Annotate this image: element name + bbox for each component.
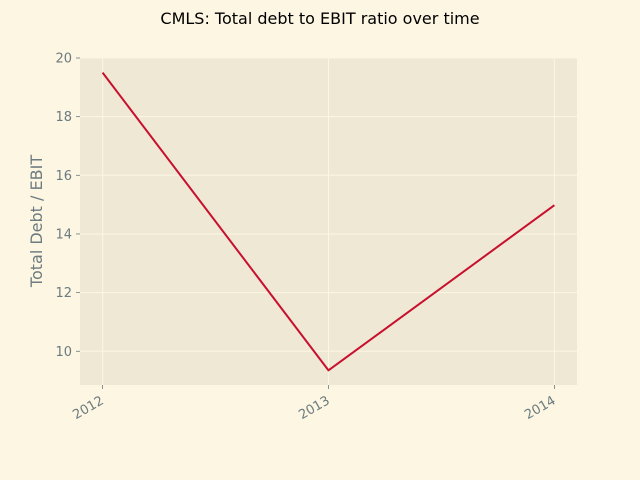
y-tick-label: 16 bbox=[55, 169, 72, 184]
y-tick-label: 18 bbox=[55, 110, 72, 125]
y-tick-label: 10 bbox=[55, 345, 72, 360]
x-tick-label: 2014 bbox=[522, 393, 558, 423]
x-tick-label: 2012 bbox=[70, 393, 106, 423]
y-tick-label: 14 bbox=[55, 227, 72, 242]
chart-title: CMLS: Total debt to EBIT ratio over time bbox=[160, 9, 479, 28]
y-axis-label: Total Debt / EBIT bbox=[27, 155, 46, 288]
series-line bbox=[101, 72, 556, 372]
grid-lines bbox=[80, 57, 577, 385]
series-group bbox=[101, 72, 556, 372]
y-tick-label: 12 bbox=[55, 286, 72, 301]
x-tick-label: 2013 bbox=[296, 393, 332, 423]
y-tick-label: 20 bbox=[55, 52, 72, 67]
